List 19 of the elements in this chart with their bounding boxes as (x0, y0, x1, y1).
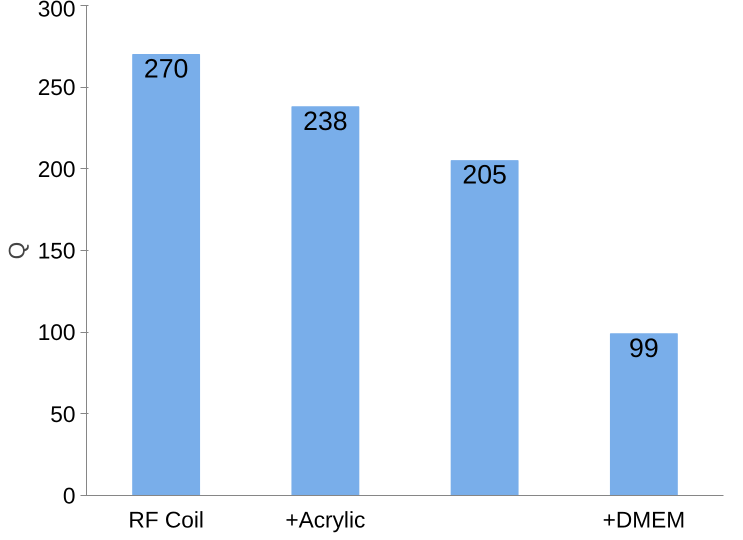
y-tick-label: 50 (50, 400, 76, 427)
x-tick-label: +Acrylic (285, 506, 366, 532)
y-tick-label: 150 (38, 238, 76, 264)
x-tick-label: RF Coil (128, 506, 204, 532)
bar (450, 160, 519, 496)
y-tick-label: 0 (62, 482, 76, 508)
bar (132, 54, 200, 496)
data-label: 205 (462, 160, 507, 190)
data-label: 270 (144, 54, 188, 84)
bar (610, 333, 678, 496)
bar (291, 106, 360, 496)
data-label: 99 (629, 332, 659, 363)
y-axis-title: Q (4, 242, 30, 260)
y-tick-label: 200 (38, 156, 76, 182)
y-tick-label: 300 (38, 0, 76, 22)
data-label: 238 (303, 106, 348, 136)
x-tick-label: +DMEM (602, 506, 686, 532)
y-tick-label: 250 (38, 74, 76, 100)
y-tick-label: 100 (38, 319, 76, 346)
